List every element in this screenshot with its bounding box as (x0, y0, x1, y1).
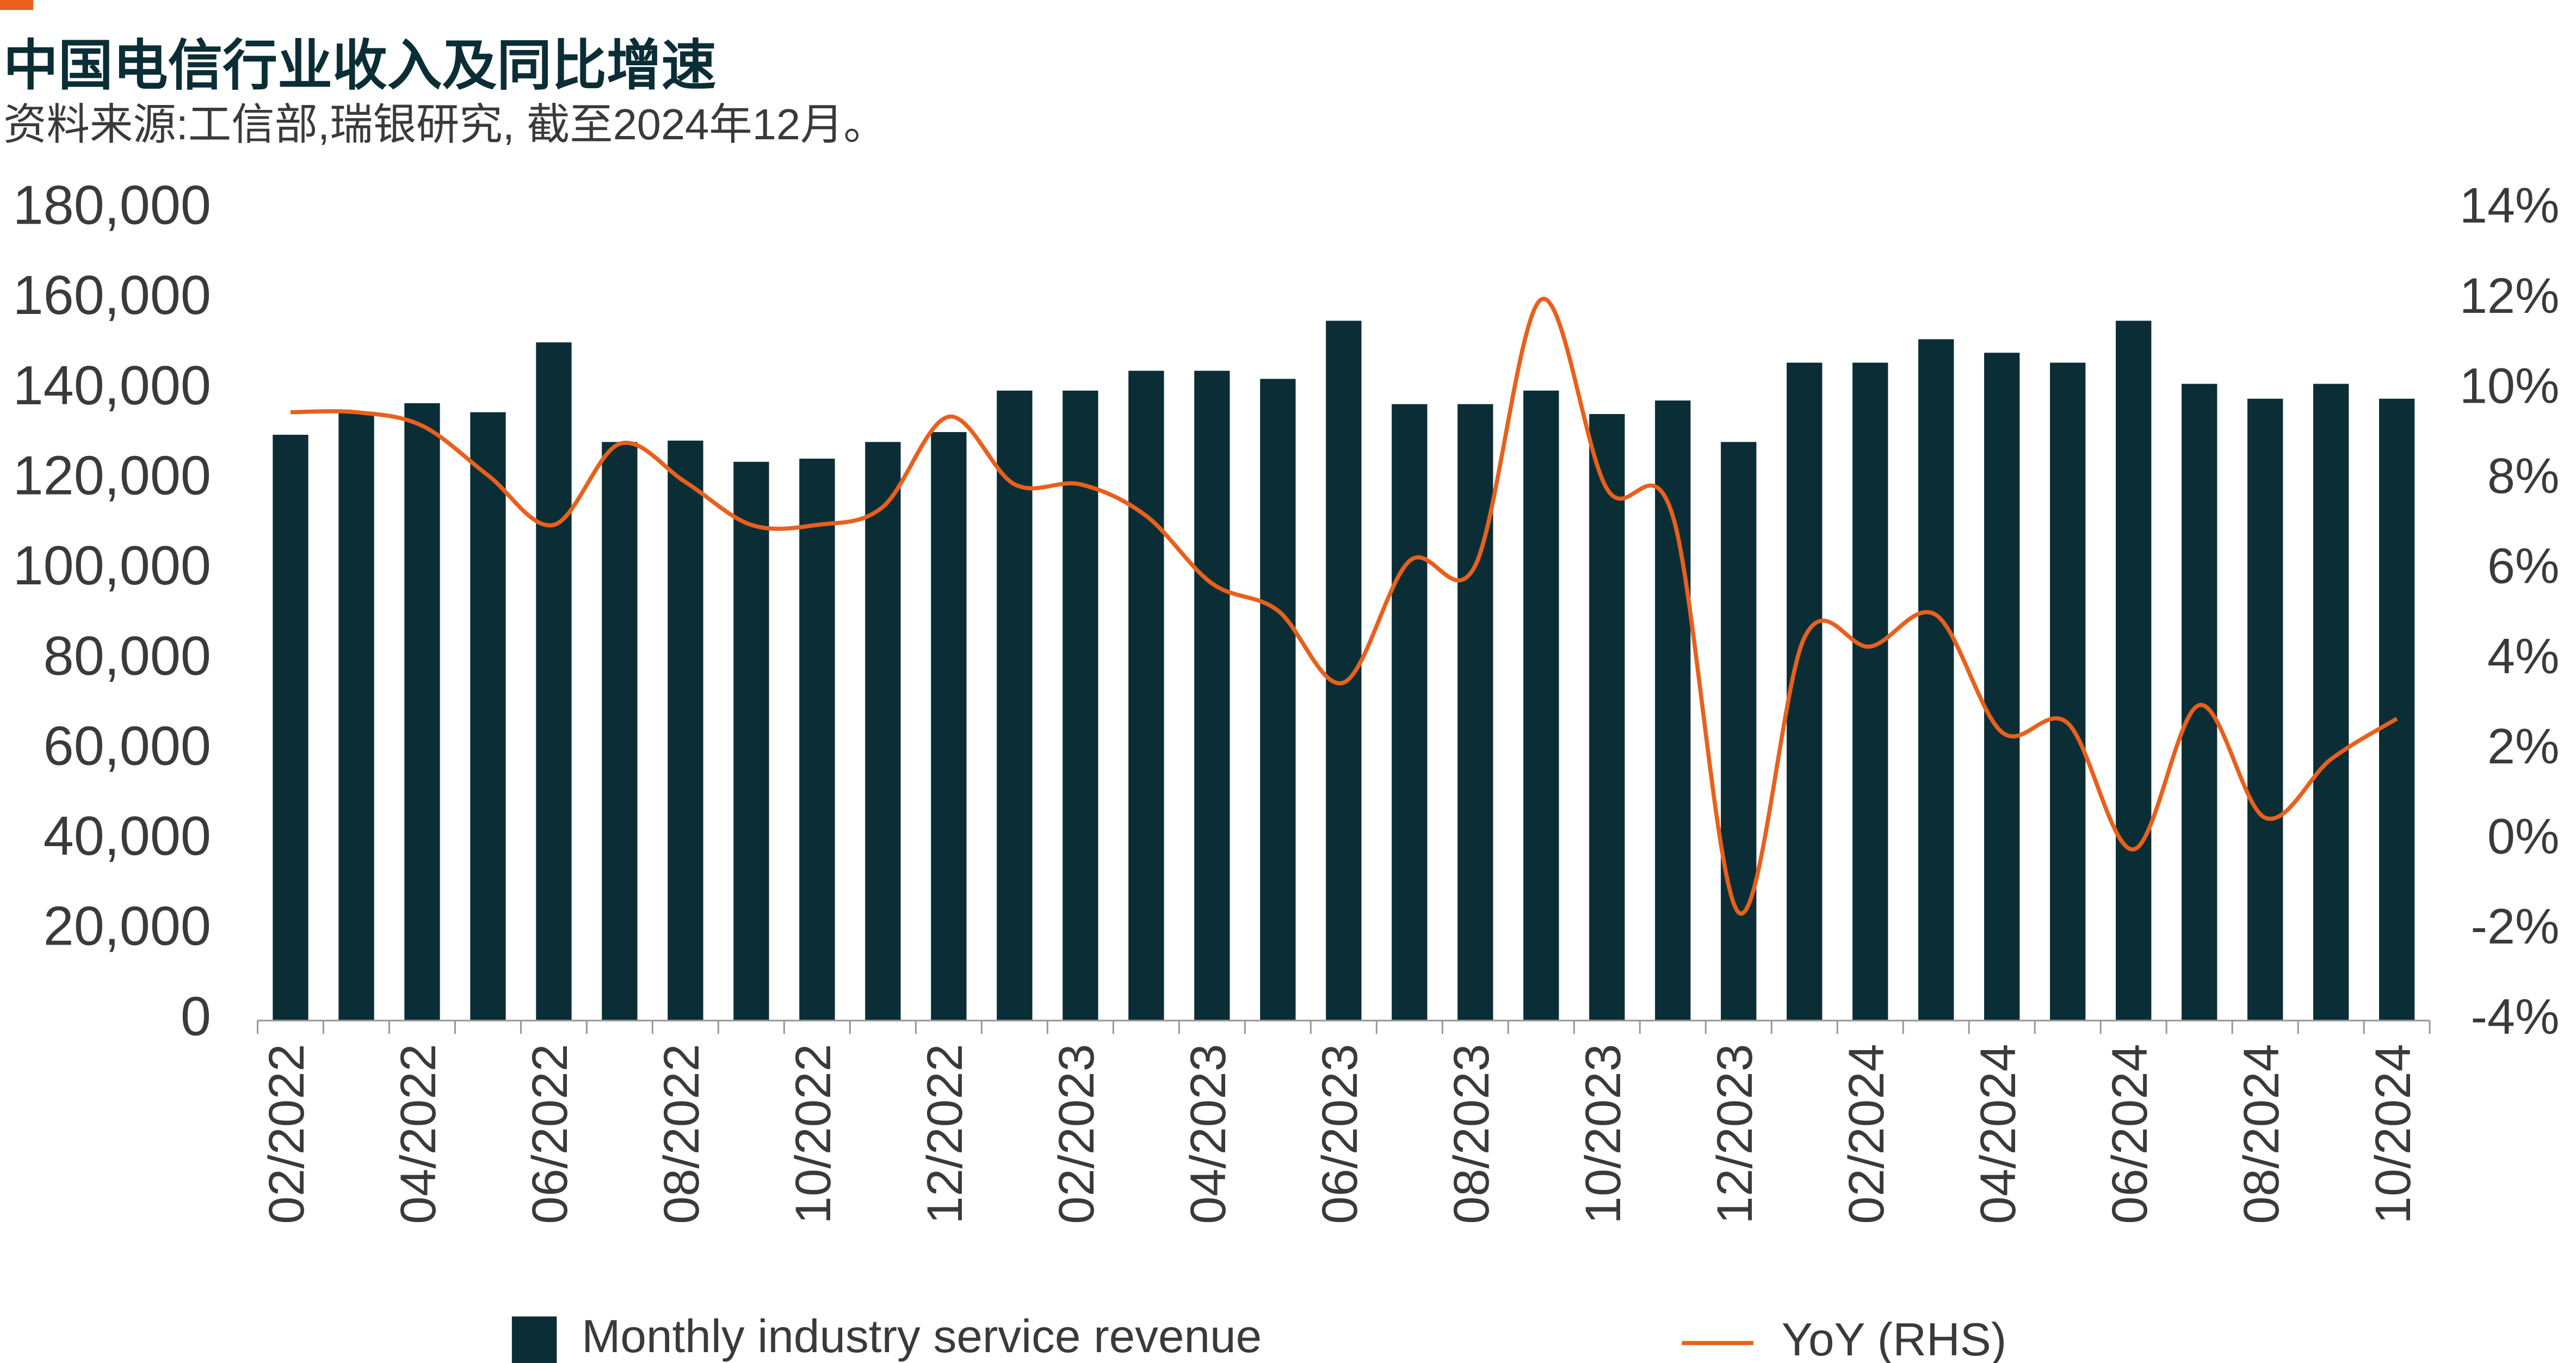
x-tick-label: 04/2023 (1181, 1044, 1236, 1224)
bar (668, 440, 703, 1021)
bar (2116, 320, 2152, 1021)
bar (2247, 398, 2283, 1021)
bar (931, 432, 967, 1021)
x-tick-label: 02/2022 (259, 1044, 314, 1224)
bar (1457, 404, 1493, 1021)
y-tick-label: 120,000 (13, 445, 211, 506)
bar (1523, 390, 1559, 1021)
y2-tick-label: 0% (2487, 809, 2559, 865)
bar (1128, 371, 1164, 1021)
y2-tick-label: 6% (2487, 539, 2559, 594)
y-tick-label: 100,000 (13, 535, 211, 596)
y-tick-label: 160,000 (13, 265, 211, 326)
y-tick-label: 20,000 (44, 896, 211, 957)
bar (1392, 404, 1428, 1021)
bar (1194, 371, 1230, 1021)
bar (733, 461, 769, 1021)
y2-tick-label: 14% (2460, 178, 2559, 233)
bar (2050, 362, 2086, 1021)
bar (1787, 362, 1823, 1021)
line (290, 297, 2398, 916)
legend-label: YoY (RHS) (1782, 1314, 2007, 1363)
y-tick-label: 180,000 (13, 175, 211, 236)
bar (2182, 384, 2217, 1021)
bar (1852, 362, 1888, 1021)
x-tick-label: 06/2023 (1312, 1044, 1368, 1224)
bar (1655, 400, 1691, 1021)
brand-accent (0, 0, 34, 10)
bar (1918, 339, 1954, 1021)
bar (1260, 379, 1296, 1021)
legend-swatch (511, 1316, 557, 1363)
bar (536, 342, 572, 1021)
bar (799, 458, 835, 1021)
bar (470, 412, 506, 1021)
y2-tick-label: 10% (2460, 358, 2559, 414)
bar (2379, 398, 2415, 1021)
x-tick-label: 04/2024 (1970, 1044, 2026, 1224)
y-tick-label: 0 (181, 986, 211, 1047)
bar (273, 435, 308, 1021)
x-tick-label: 06/2024 (2102, 1044, 2158, 1224)
bar (1984, 353, 2020, 1021)
y2-tick-label: 4% (2487, 628, 2559, 684)
x-tick-label: 08/2023 (1444, 1044, 1499, 1224)
bar (404, 403, 440, 1021)
bar (602, 442, 638, 1021)
y-tick-label: 40,000 (44, 806, 211, 867)
chart-subtitle: 资料来源:工信部,瑞银研究, 截至2024年12月。 (3, 100, 887, 149)
x-tick-label: 04/2022 (391, 1044, 446, 1224)
bar (338, 412, 374, 1021)
bar (2313, 384, 2349, 1021)
y2-tick-label: -4% (2470, 989, 2559, 1045)
y-tick-label: 80,000 (44, 626, 211, 687)
x-tick-label: 02/2024 (1839, 1044, 1894, 1224)
x-tick-label: 10/2022 (786, 1044, 841, 1224)
x-tick-label: 02/2023 (1049, 1044, 1104, 1224)
y2-tick-label: 2% (2487, 719, 2559, 774)
y2-tick-label: 12% (2460, 268, 2559, 324)
bar (997, 390, 1033, 1021)
y-tick-label: 60,000 (44, 716, 211, 776)
chart-title: 中国电信行业收入及同比增速 (3, 35, 716, 96)
x-tick-label: 06/2022 (522, 1044, 578, 1224)
x-tick-label: 10/2023 (1576, 1044, 1631, 1224)
bar (1589, 414, 1625, 1021)
bar (865, 442, 901, 1021)
x-tick-label: 12/2022 (917, 1044, 973, 1224)
y-tick-label: 140,000 (13, 355, 211, 416)
y2-tick-label: 8% (2487, 448, 2559, 504)
bar (1721, 442, 1757, 1021)
x-tick-label: 08/2024 (2234, 1044, 2289, 1224)
bar (1062, 390, 1098, 1021)
x-tick-label: 10/2024 (2365, 1044, 2421, 1224)
x-tick-label: 12/2023 (1707, 1044, 1763, 1224)
x-tick-label: 08/2022 (654, 1044, 709, 1224)
y2-tick-label: -2% (2470, 899, 2559, 954)
legend-label: Monthly industry service revenue (582, 1311, 1262, 1362)
